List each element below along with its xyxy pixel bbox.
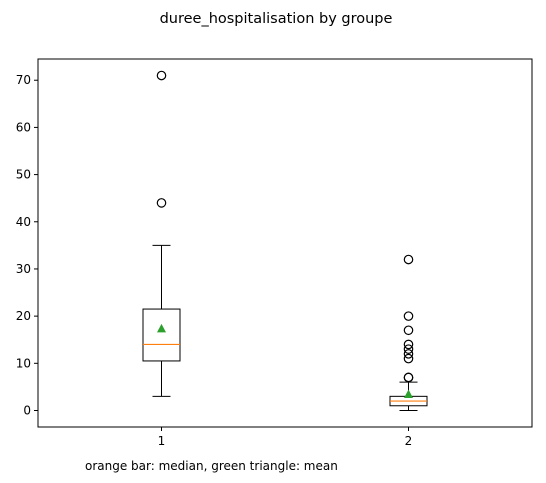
- box-group-2: [389, 254, 428, 411]
- y-tick-label: 50: [16, 168, 31, 182]
- outlier-point: [403, 353, 414, 364]
- x-tick-label: 1: [158, 434, 166, 448]
- y-tick-label: 40: [16, 215, 31, 229]
- plot-area: [37, 58, 533, 428]
- y-tick-label: 10: [16, 356, 31, 370]
- y-tick-label: 60: [16, 120, 31, 134]
- box-group-1: [142, 70, 181, 397]
- outlier-point: [403, 349, 414, 359]
- iqr-box: [142, 308, 181, 362]
- outlier-point: [403, 325, 414, 336]
- y-tick-label: 0: [23, 403, 31, 417]
- chart-annotation: orange bar: median, green triangle: mean: [85, 459, 338, 473]
- outlier-point: [403, 311, 414, 321]
- x-tick-label: 2: [405, 434, 413, 448]
- outlier-point: [403, 372, 414, 383]
- outlier-point: [403, 339, 414, 350]
- outlier-point: [156, 70, 167, 81]
- outlier-point: [403, 254, 414, 265]
- y-tick-label: 30: [16, 262, 31, 276]
- mean-marker: [157, 323, 166, 333]
- mean-marker: [404, 389, 413, 398]
- y-tick-label: 70: [16, 73, 31, 87]
- chart-title: duree_hospitalisation by groupe: [160, 11, 393, 27]
- outlier-point: [156, 198, 167, 208]
- y-tick-label: 20: [16, 309, 31, 323]
- boxes: [142, 70, 428, 411]
- outlier-point: [403, 344, 414, 354]
- y-axis: 0 10 20 30 40 50 60 70: [16, 73, 38, 417]
